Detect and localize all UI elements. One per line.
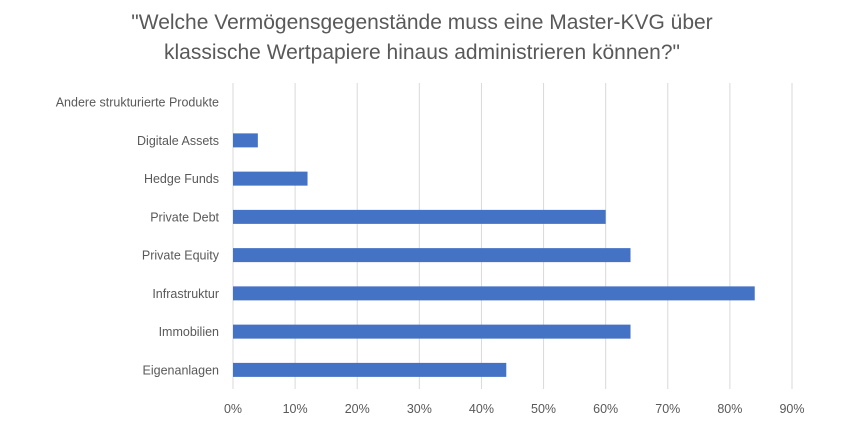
x-tick-label: 20% xyxy=(345,402,370,416)
x-tick-label: 40% xyxy=(469,402,494,416)
x-tick-label: 50% xyxy=(531,402,556,416)
category-label: Eigenanlagen xyxy=(143,363,220,377)
chart-title-line-2: klassische Wertpapiere hinaus administri… xyxy=(163,41,680,64)
category-label: Andere strukturierte Produkte xyxy=(56,96,219,110)
x-tick-label: 0% xyxy=(224,402,242,416)
category-label: Digitale Assets xyxy=(137,134,219,148)
bar xyxy=(233,171,308,186)
bar xyxy=(233,324,631,339)
bar xyxy=(233,286,755,301)
category-label: Immobilien xyxy=(159,325,219,339)
category-label: Infrastruktur xyxy=(152,287,219,301)
chart-title: "Welche Vermögensgegenstände muss eine M… xyxy=(0,8,844,68)
category-label: Private Debt xyxy=(150,210,219,224)
category-label: Hedge Funds xyxy=(144,172,219,186)
category-label: Private Equity xyxy=(142,249,220,263)
bar xyxy=(233,248,631,263)
bar xyxy=(233,362,507,377)
x-tick-label: 30% xyxy=(407,402,432,416)
x-tick-label: 90% xyxy=(779,402,804,416)
x-tick-label: 80% xyxy=(717,402,742,416)
bar xyxy=(233,133,258,148)
x-tick-label: 70% xyxy=(655,402,680,416)
chart-title-line-1: "Welche Vermögensgegenstände muss eine M… xyxy=(131,11,713,34)
bar xyxy=(233,209,606,224)
x-tick-label: 10% xyxy=(283,402,308,416)
x-tick-label: 60% xyxy=(593,402,618,416)
